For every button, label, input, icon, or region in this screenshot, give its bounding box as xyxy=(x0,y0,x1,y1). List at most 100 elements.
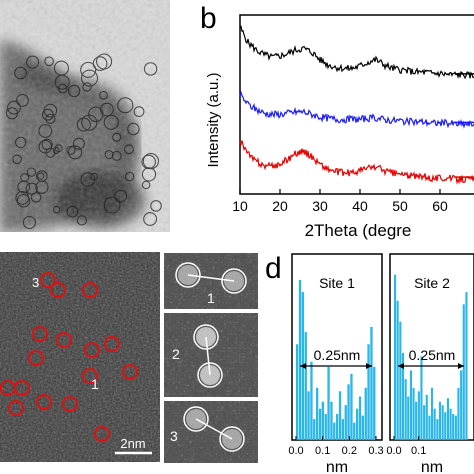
profile-bar xyxy=(417,391,420,440)
tem-image xyxy=(0,0,170,232)
profile-x-tick-label: 0.0 xyxy=(288,445,303,457)
profile-bar xyxy=(396,300,399,440)
profile-x-tick-label: 0.3 xyxy=(368,445,383,457)
panel-c-haadf-image: 3 1 2nm xyxy=(0,252,160,462)
distance-label: 0.25nm xyxy=(314,347,361,363)
profile-bar xyxy=(465,292,468,440)
profile-bar xyxy=(316,387,319,440)
atom-site-circle xyxy=(36,394,52,410)
profile-bar xyxy=(438,401,441,440)
profile-bar xyxy=(446,398,449,440)
profile-bar xyxy=(449,408,452,440)
atom-site-circle xyxy=(62,396,78,412)
atom-site-circle xyxy=(82,368,98,384)
atom-circle xyxy=(175,262,201,288)
profile-bar xyxy=(454,415,457,440)
x-tick-label: 60 xyxy=(432,198,448,214)
profile-bar xyxy=(401,353,404,440)
profile-bar xyxy=(333,422,336,440)
profile-bar xyxy=(307,391,310,440)
profile-bar xyxy=(356,408,359,440)
profile-bar xyxy=(313,419,316,440)
profile-bar xyxy=(457,387,460,440)
inset-site-3: 3 xyxy=(164,401,258,463)
profile-bar xyxy=(420,356,423,440)
inset-site-2: 2 xyxy=(164,313,258,397)
profile-bar xyxy=(399,321,402,440)
profile-bar xyxy=(370,326,373,440)
profile-bar xyxy=(344,405,347,440)
profile-bar xyxy=(298,279,302,440)
xrd-chart: b Intensity (a.u.) 2Theta (degre 10 20 30 4… xyxy=(200,2,474,240)
profile-bar xyxy=(415,401,418,440)
xrd-series-line xyxy=(239,25,474,80)
inset-label-3: 3 xyxy=(170,428,178,444)
profile-bar xyxy=(425,394,428,440)
panel-d-profiles: d Site 1 0.25nm 0.0 0.1 0.2 0.3 nm Site 2 0.25n… xyxy=(262,244,474,474)
profile-bar xyxy=(361,415,364,440)
profile-bar xyxy=(324,413,327,440)
profile-bar xyxy=(350,373,353,440)
atom-site-circle xyxy=(28,350,44,366)
atom-site-circle xyxy=(56,332,72,348)
atom-site-circle xyxy=(8,400,24,416)
profile-bar xyxy=(444,412,447,440)
x-axis-label: 2Theta (degre xyxy=(305,221,412,240)
profile-x-tick-label: 0.2 xyxy=(342,445,357,457)
atom-circle xyxy=(221,268,247,294)
x-tick-label: 20 xyxy=(272,198,288,214)
site-label-1: 1 xyxy=(91,376,99,392)
profile-x-tick-label: 0.1 xyxy=(411,445,426,457)
profile-bar xyxy=(431,387,434,440)
panel-b-letter: b xyxy=(200,2,217,35)
profile-x-tick-label: 0.1 xyxy=(315,445,330,457)
x-tick-label: 30 xyxy=(312,198,328,214)
xrd-series-line xyxy=(239,140,474,185)
subpanel-title: Site 2 xyxy=(414,275,450,291)
profile-bar xyxy=(407,396,410,440)
profile-bar xyxy=(428,415,431,440)
atom-circle xyxy=(197,362,223,388)
atom-site-circle xyxy=(32,326,48,342)
profile-bar xyxy=(452,413,455,440)
profile-bar xyxy=(321,401,324,440)
profile-bar xyxy=(336,413,339,440)
profile-x-tick-label: 0.0 xyxy=(386,445,401,457)
profile-bar xyxy=(409,370,412,440)
atom-site-circle xyxy=(104,336,120,352)
profile-bar xyxy=(330,401,333,440)
profile-bar xyxy=(318,408,322,440)
atom-circle xyxy=(183,406,209,432)
profile-bar xyxy=(441,405,444,440)
profile-bar xyxy=(304,332,307,440)
profile-bar xyxy=(310,361,313,440)
panel-a-tem-image xyxy=(0,0,170,232)
atom-site-circle xyxy=(14,380,30,396)
profile-bar xyxy=(296,344,299,440)
inset-label-1: 1 xyxy=(207,290,215,306)
profile-bar xyxy=(460,370,463,440)
profile-bar xyxy=(373,366,376,440)
profile-bar xyxy=(327,366,330,440)
scale-bar-label: 2nm xyxy=(120,436,145,451)
profile-bar xyxy=(462,304,465,440)
profile-bar xyxy=(404,379,407,440)
profile-bar xyxy=(341,419,344,440)
haadf-image: 3 1 2nm xyxy=(0,252,160,462)
profile-x-axis-label: nm xyxy=(326,459,348,474)
profile-bar xyxy=(367,344,370,440)
atom-circle xyxy=(219,426,245,452)
atom-site-circle xyxy=(50,282,66,298)
site-label-3: 3 xyxy=(32,275,39,290)
atom-site-circle xyxy=(82,282,98,298)
panel-d-letter: d xyxy=(265,252,282,285)
x-tick-label: 50 xyxy=(392,198,408,214)
subpanel-title: Site 1 xyxy=(319,275,355,291)
panel-b-xrd-chart: b Intensity (a.u.) 2Theta (degre 10 20 30 4… xyxy=(170,0,474,240)
atom-site-circle xyxy=(94,426,110,442)
atom-site-circle xyxy=(122,364,138,380)
profile-bar xyxy=(423,405,426,440)
distance-label: 0.25nm xyxy=(409,347,456,363)
inset-site-1: 1 xyxy=(164,253,258,309)
x-tick-label: 40 xyxy=(352,198,368,214)
